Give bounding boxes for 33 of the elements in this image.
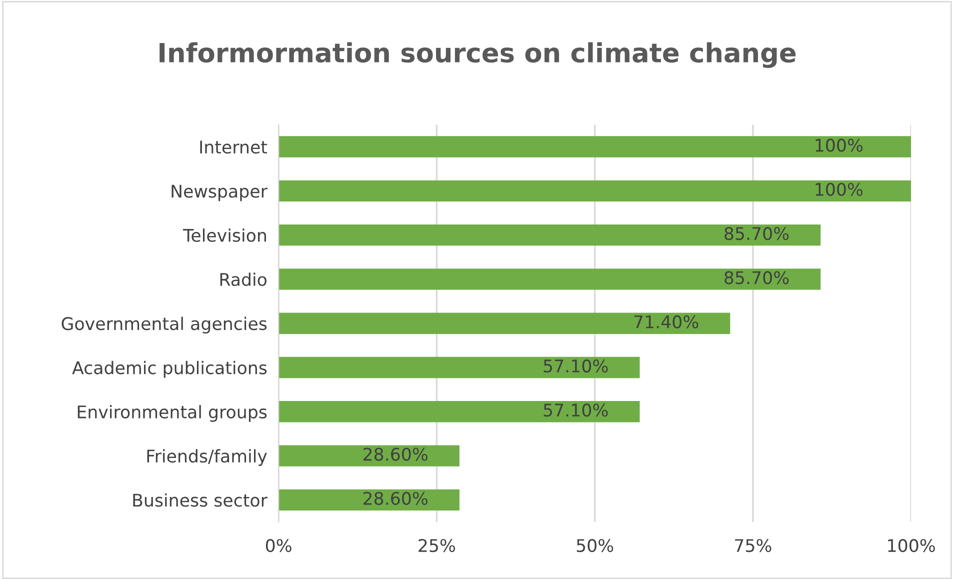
data-label: 100%: [816, 182, 863, 196]
bar: [278, 180, 912, 202]
bar: [278, 489, 460, 511]
y-tick-label: Academic publications: [72, 360, 267, 378]
data-label: 71.40%: [634, 315, 698, 328]
y-tick-label: Newspaper: [172, 184, 268, 202]
x-tick-label: 50%: [576, 538, 614, 552]
chart-title: Informormation sources on climate change: [160, 42, 796, 68]
y-tick-label: Governmental agencies: [62, 316, 267, 334]
y-tick-label: Radio: [220, 272, 267, 286]
bar: [278, 268, 821, 290]
x-tick-label: 25%: [418, 538, 456, 552]
data-label: 57.10%: [544, 359, 608, 373]
bar: [278, 136, 912, 158]
y-tick-label: Business sector: [133, 493, 268, 507]
y-tick-label: Friends/family: [147, 449, 267, 466]
x-tick-label: 0%: [266, 538, 292, 552]
data-label: 28.60%: [364, 448, 428, 461]
bar: [278, 356, 640, 378]
y-tick-label: Internet: [200, 140, 268, 154]
data-label: 28.60%: [364, 492, 428, 505]
x-tick-label: 100%: [888, 538, 935, 552]
bar: [278, 401, 640, 422]
data-label: 85.70%: [724, 226, 789, 240]
data-label: 57.10%: [544, 404, 608, 417]
bar: [278, 312, 730, 334]
bar: [278, 224, 821, 246]
x-tick-label: 75%: [735, 538, 772, 552]
bar: [278, 445, 460, 466]
y-tick-label: Environmental groups: [78, 405, 267, 422]
data-label: 85.70%: [724, 271, 789, 284]
data-label: 100%: [816, 138, 863, 152]
y-tick-label: Television: [182, 228, 266, 242]
